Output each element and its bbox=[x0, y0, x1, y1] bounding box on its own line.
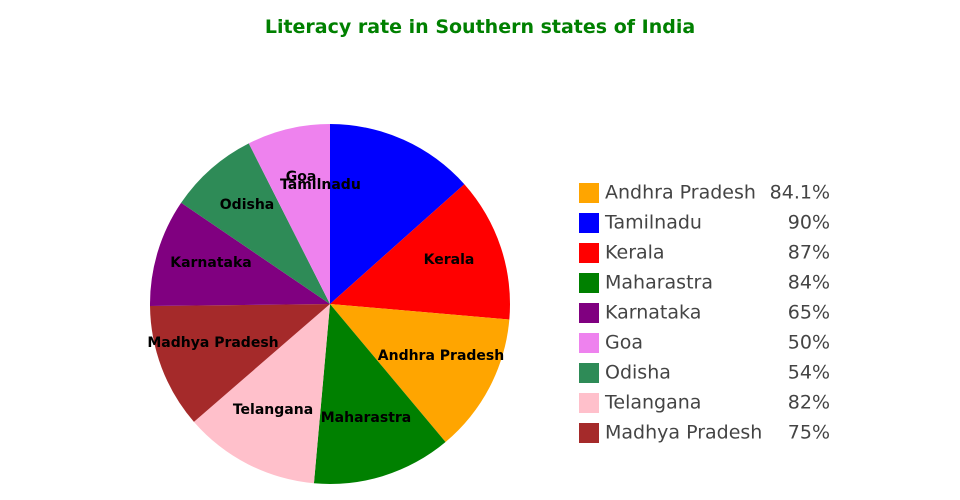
slice-label-tamilnadu: Tamilnadu bbox=[280, 177, 361, 193]
slice-label-andhra-pradesh: Andhra Pradesh bbox=[378, 348, 504, 364]
legend-label-andhra-pradesh: Andhra Pradesh bbox=[605, 182, 756, 204]
pie-slice-goa bbox=[248, 124, 330, 304]
legend-item-karnataka[interactable]: Karnataka 65% bbox=[579, 302, 830, 324]
legend-item-maharastra[interactable]: Maharastra 84% bbox=[579, 272, 830, 294]
legend-value-andhra-pradesh: 84.1% bbox=[770, 182, 830, 204]
slice-label-maharastra: Maharastra bbox=[321, 410, 412, 426]
legend-label-kerala: Kerala bbox=[605, 242, 665, 264]
pie-slice-karnataka bbox=[149, 202, 330, 307]
pie-slices bbox=[149, 124, 511, 484]
legend-value-tamilnadu: 90% bbox=[788, 212, 830, 234]
pie-slice-kerala bbox=[330, 184, 511, 320]
legend: Andhra Pradesh 84.1% Tamilnadu 90% Kerala 87%… bbox=[579, 182, 830, 444]
legend-swatch-maharastra bbox=[579, 273, 599, 293]
legend-label-madhya-pradesh: Madhya Pradesh bbox=[605, 422, 762, 444]
pie-slice-tamilnadu bbox=[330, 124, 465, 304]
legend-swatch-goa bbox=[579, 333, 599, 353]
legend-item-tamilnadu[interactable]: Tamilnadu 90% bbox=[579, 212, 830, 234]
legend-value-goa: 50% bbox=[788, 332, 830, 354]
legend-value-telangana: 82% bbox=[788, 392, 830, 414]
legend-item-kerala[interactable]: Kerala 87% bbox=[579, 242, 830, 264]
legend-swatch-kerala bbox=[579, 243, 599, 263]
legend-value-madhya-pradesh: 75% bbox=[788, 422, 830, 444]
pie-slice-andhra-pradesh bbox=[330, 304, 510, 443]
legend-value-kerala: 87% bbox=[788, 242, 830, 264]
pie-slice-madhya-pradesh bbox=[150, 304, 330, 422]
pie-slice-labels: Tamilnadu Kerala Andhra Pradesh Maharastra T… bbox=[147, 169, 504, 426]
legend-label-karnataka: Karnataka bbox=[605, 302, 701, 324]
legend-label-odisha: Odisha bbox=[605, 362, 671, 384]
slice-label-madhya-pradesh: Madhya Pradesh bbox=[147, 335, 278, 351]
legend-swatch-telangana bbox=[579, 393, 599, 413]
pie-slice-maharastra bbox=[313, 304, 446, 484]
legend-swatch-karnataka bbox=[579, 303, 599, 323]
legend-swatch-andhra-pradesh bbox=[579, 183, 599, 203]
pie-slice-odisha bbox=[181, 143, 330, 304]
legend-swatch-madhya-pradesh bbox=[579, 423, 599, 443]
slice-label-karnataka: Karnataka bbox=[170, 255, 252, 271]
legend-item-goa[interactable]: Goa 50% bbox=[579, 332, 830, 354]
legend-swatch-odisha bbox=[579, 363, 599, 383]
legend-value-karnataka: 65% bbox=[788, 302, 830, 324]
slice-label-goa: Goa bbox=[286, 169, 317, 185]
legend-label-tamilnadu: Tamilnadu bbox=[604, 212, 702, 234]
legend-label-telangana: Telangana bbox=[604, 392, 701, 414]
legend-value-odisha: 54% bbox=[788, 362, 830, 384]
legend-swatch-tamilnadu bbox=[579, 213, 599, 233]
chart-title: Literacy rate in Southern states of Indi… bbox=[265, 16, 695, 38]
legend-label-goa: Goa bbox=[605, 332, 643, 354]
legend-item-madhya-pradesh[interactable]: Madhya Pradesh 75% bbox=[579, 422, 830, 444]
pie-slice-telangana bbox=[193, 304, 330, 484]
slice-label-odisha: Odisha bbox=[220, 197, 274, 213]
legend-item-odisha[interactable]: Odisha 54% bbox=[579, 362, 830, 384]
slice-label-kerala: Kerala bbox=[424, 252, 475, 268]
slice-label-telangana: Telangana bbox=[233, 402, 313, 418]
legend-value-maharastra: 84% bbox=[788, 272, 830, 294]
legend-item-telangana[interactable]: Telangana 82% bbox=[579, 392, 830, 414]
legend-label-maharastra: Maharastra bbox=[605, 272, 713, 294]
legend-item-andhra-pradesh[interactable]: Andhra Pradesh 84.1% bbox=[579, 182, 830, 204]
